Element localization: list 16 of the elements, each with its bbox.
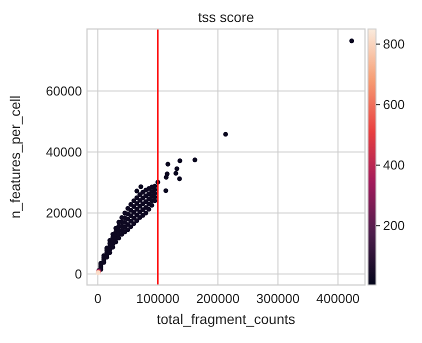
x-tick-label: 0: [94, 291, 102, 306]
color-bar-label: 800: [383, 36, 405, 52]
x-tick-label: 300000: [256, 291, 300, 306]
x-tick-label: 400000: [316, 291, 360, 306]
color-bar-label: 200: [383, 218, 405, 234]
color-bar-label: 600: [383, 97, 405, 112]
chart-title: tss score: [198, 9, 254, 25]
x-tick-label: 100000: [136, 291, 180, 306]
x-tick-label: 200000: [196, 291, 240, 306]
y-axis-title: n_features_per_cell: [7, 96, 23, 218]
color-bar-label: 400: [383, 158, 405, 173]
y-tick-label: 60000: [46, 83, 82, 98]
y-tick-label: 40000: [46, 144, 82, 160]
x-axis-title: total_fragment_counts: [156, 311, 296, 327]
y-tick-label: 0: [74, 266, 82, 282]
y-tick-label: 20000: [46, 206, 82, 221]
